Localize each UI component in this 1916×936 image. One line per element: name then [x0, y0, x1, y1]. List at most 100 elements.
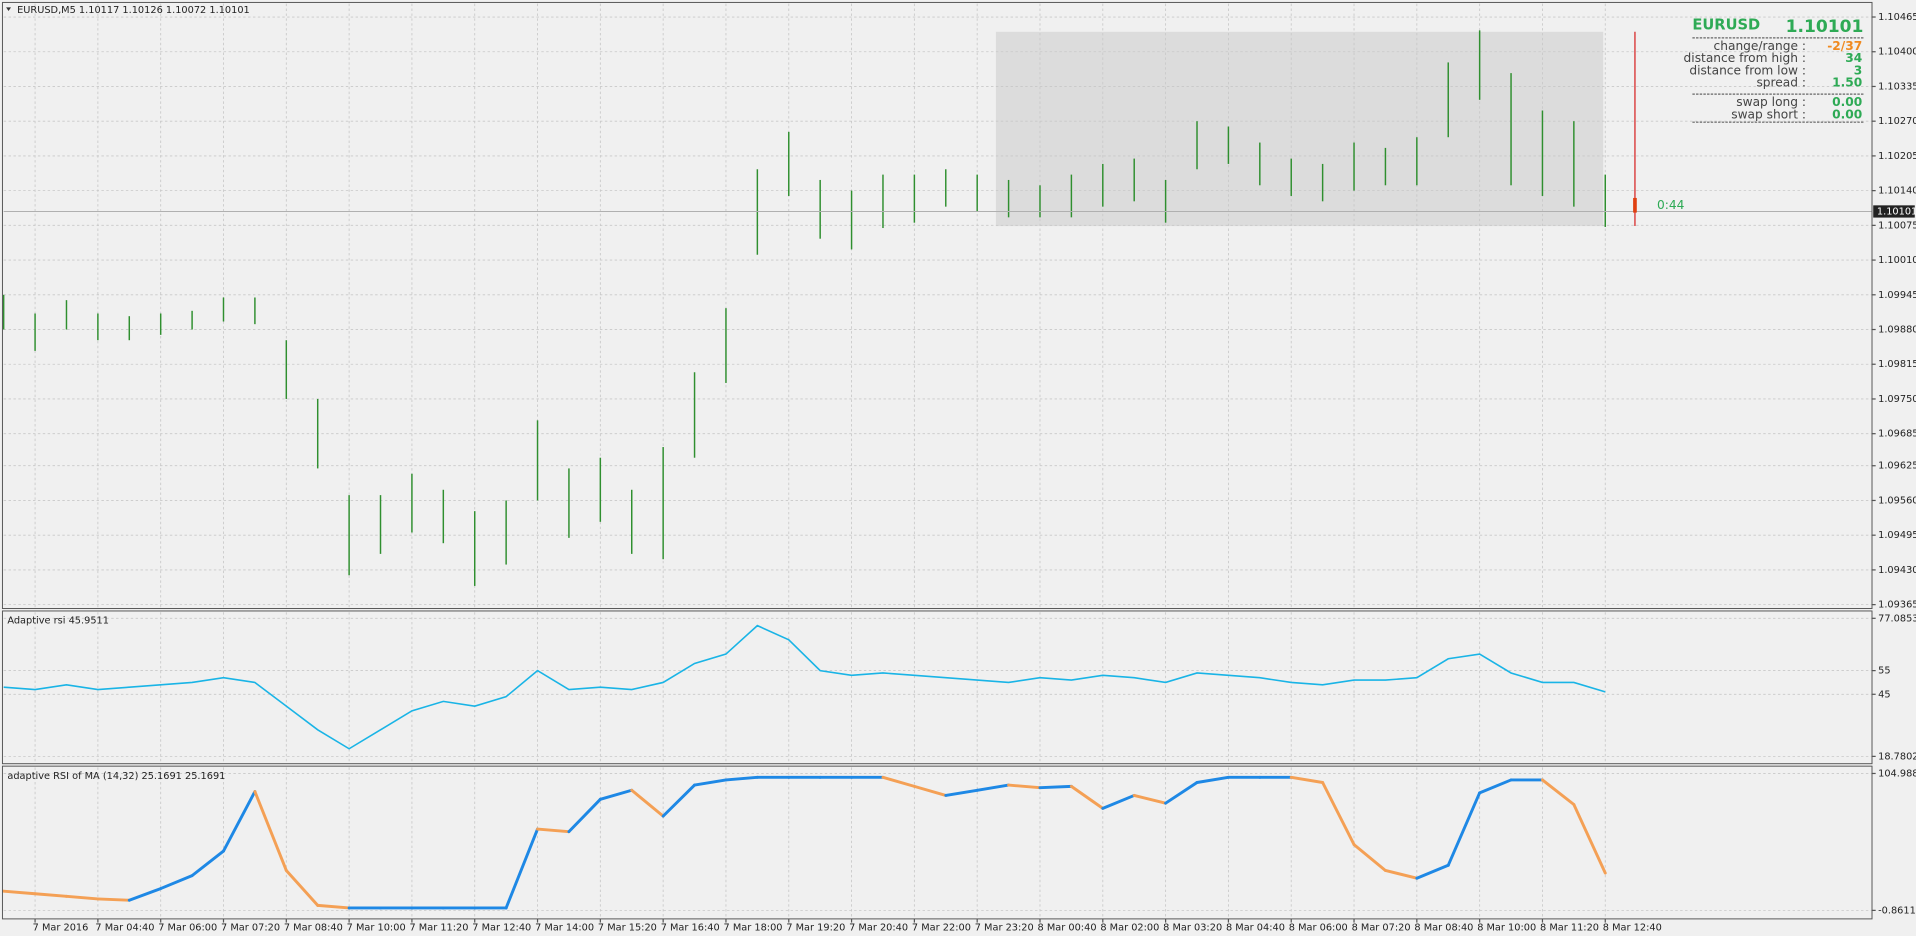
rsi-ma-segment	[536, 827, 571, 834]
rsi-ma-segment	[1352, 843, 1387, 872]
x-tick-label: 7 Mar 19:20	[786, 922, 845, 933]
y-tick-label: 1.10400	[1878, 47, 1916, 58]
y-tick-label: 1.09365	[1878, 600, 1916, 611]
info-price: 1.10101	[1786, 17, 1864, 37]
price-panel-frame	[1, 1, 1873, 610]
rsi-ma-segment	[1446, 791, 1482, 867]
rsi-ma-segment	[693, 778, 728, 787]
rsi-ma-segment	[2, 889, 37, 896]
x-tick-label: 7 Mar 18:00	[724, 922, 783, 933]
info-value: 34	[1845, 51, 1862, 65]
marks: 1.10101	[2, 30, 1916, 910]
info-label: spread :	[1756, 76, 1806, 90]
rsi-ma-segment	[190, 849, 225, 878]
collapse-icon[interactable]	[6, 7, 12, 11]
rsi-ma-segment	[1321, 781, 1356, 847]
rsi-ma-segment	[33, 892, 68, 898]
y-tick-label: 55	[1878, 666, 1890, 677]
rsi-ma-segment	[127, 887, 163, 902]
y-tick-label: 104.9882	[1878, 768, 1916, 779]
rsi-ma-segment	[1164, 781, 1199, 805]
y-tick-label: 1.09750	[1878, 394, 1916, 405]
x-tick-label: 7 Mar 22:00	[912, 922, 971, 933]
x-tick-label: 8 Mar 10:00	[1477, 922, 1536, 933]
x-tick-label: 8 Mar 11:20	[1540, 922, 1599, 933]
rsi-ma-panel-frame	[1, 765, 1873, 920]
x-tick-label: 7 Mar 2016	[33, 922, 89, 933]
x-tick-label: 7 Mar 20:40	[849, 922, 908, 933]
rsi-ma-segment	[1195, 775, 1230, 784]
y-tick-label: 77.0853	[1878, 613, 1916, 624]
rsi-ma-segment	[912, 784, 948, 797]
info-value: 3	[1854, 63, 1863, 77]
info-label: swap short :	[1731, 107, 1806, 121]
x-tick-label: 7 Mar 23:20	[975, 922, 1034, 933]
x-tick-label: 8 Mar 04:40	[1226, 922, 1285, 933]
rsi-ma-segment	[284, 868, 320, 907]
x-tick-label: 8 Mar 08:40	[1414, 922, 1473, 933]
x-tick-label: 8 Mar 00:40	[1038, 922, 1097, 933]
y-tick-label: 1.09430	[1878, 565, 1916, 576]
rsi-ma-segment	[65, 894, 100, 901]
y-tick-label: 1.10140	[1878, 186, 1916, 197]
x-tick-label: 7 Mar 10:00	[347, 922, 406, 933]
rsi-ma-segment	[1101, 793, 1136, 810]
rsi-ma-segment	[724, 775, 759, 782]
y-tick-label: 1.09685	[1878, 429, 1916, 440]
rsi-ma-segment	[1069, 784, 1105, 810]
rsi-ma-segment	[1478, 778, 1513, 795]
rsi-ma-segment	[1572, 803, 1607, 875]
rsi-ma-title: adaptive RSI of MA (14,32) 25.1691 25.16…	[7, 771, 225, 782]
x-tick-label: 7 Mar 08:40	[284, 922, 343, 933]
chart-header: EURUSD,M5 1.10117 1.10126 1.10072 1.1010…	[17, 5, 250, 16]
y-tick-label: 1.09560	[1878, 495, 1916, 506]
rsi-ma-segment	[630, 788, 665, 818]
rsi-ma-segment	[944, 788, 979, 797]
rsi-ma-segment	[1540, 778, 1576, 806]
bar-timer: 0:44	[1657, 198, 1685, 212]
y-tick-label: 45	[1878, 689, 1890, 700]
y-tick-label: 1.10335	[1878, 81, 1916, 92]
y-tick-label: 1.10465	[1878, 12, 1916, 23]
info-label: swap long :	[1736, 95, 1806, 109]
y-tick-label: 1.09495	[1878, 530, 1916, 541]
y-tick-label: 1.09815	[1878, 359, 1916, 370]
info-panel: change/range : -2/37 distance from high : 3…	[1684, 39, 1863, 121]
info-value: -2/37	[1827, 39, 1862, 53]
y-tick-label: 1.10010	[1878, 255, 1916, 266]
x-tick-label: 7 Mar 04:40	[95, 922, 154, 933]
info-value: 1.50	[1832, 76, 1862, 90]
info-label: distance from low :	[1689, 63, 1806, 77]
rsi-ma-segment	[975, 783, 1011, 792]
y-tick-label: 1.10205	[1878, 151, 1916, 162]
rsi-line	[3, 624, 1606, 750]
rsi-ma-segment	[1007, 783, 1042, 790]
rsi-panel-frame	[1, 610, 1873, 765]
x-tick-label: 7 Mar 07:20	[221, 922, 280, 933]
info-value: 0.00	[1832, 95, 1862, 109]
bid-label-box	[1873, 205, 1915, 218]
x-tick-label: 8 Mar 02:00	[1100, 922, 1159, 933]
rsi-ma-segment	[222, 790, 257, 853]
rsi-ma-segment	[1289, 775, 1325, 784]
rsi-ma-segment	[1038, 784, 1073, 790]
x-tick-label: 8 Mar 07:20	[1352, 922, 1411, 933]
x-tick-label: 7 Mar 16:40	[661, 922, 720, 933]
rsi-ma-segment	[96, 897, 131, 902]
info-value: 0.00	[1832, 107, 1862, 121]
x-tick-label: 8 Mar 06:00	[1289, 922, 1348, 933]
y-tick-label: 1.09880	[1878, 325, 1916, 336]
rsi-ma-segment	[567, 797, 602, 834]
y-tick-label: 1.09945	[1878, 290, 1916, 301]
rsi-ma-segment	[661, 783, 697, 818]
y-tick-label: -0.8611	[1878, 905, 1916, 916]
rsi-ma-segment	[598, 788, 634, 801]
grid: 7 Mar 2016 7 Mar 04:40 7 Mar 06:00 7 Mar 07…	[3, 3, 1916, 933]
rsi-ma-segment	[1383, 868, 1419, 880]
bid-label: 1.10101	[1877, 206, 1916, 217]
x-tick-label: 7 Mar 15:20	[598, 922, 657, 933]
y-tick-label: 18.7802	[1878, 751, 1916, 762]
